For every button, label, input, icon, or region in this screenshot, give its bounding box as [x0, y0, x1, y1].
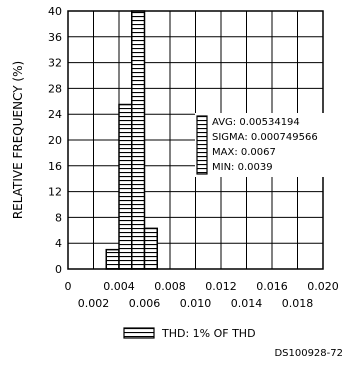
y-tick-label: 32 — [48, 57, 62, 70]
histogram-bar — [105, 248, 120, 270]
y-tick-label: 24 — [48, 108, 62, 121]
stat-avg: AVG: 0.00534194 — [212, 117, 300, 128]
x-tick-label: 0.014 — [231, 297, 263, 310]
histogram-bar — [131, 10, 146, 270]
stat-max: MAX: 0.0067 — [212, 147, 276, 158]
stat-sigma: SIGMA: 0.000749566 — [212, 132, 318, 143]
y-tick-label: 28 — [48, 82, 62, 95]
histogram-bars — [105, 10, 158, 270]
y-tick-label: 0 — [55, 263, 62, 276]
y-tick-label: 20 — [48, 134, 62, 147]
x-tick-label: 0 — [65, 280, 72, 293]
x-tick-label: 0.002 — [78, 297, 110, 310]
x-tick-labels: 0 0.004 0.008 0.012 0.016 0.020 0.002 0.006 0.01… — [65, 280, 339, 310]
legend-label: THD: 1% OF THD — [161, 327, 256, 340]
x-tick-label: 0.004 — [103, 280, 135, 293]
y-tick-label: 36 — [48, 31, 62, 44]
stats-legend-swatch — [196, 115, 208, 175]
y-tick-label: 4 — [55, 237, 62, 250]
y-axis-label: RELATIVE FREQUENCY (%) — [11, 61, 25, 219]
y-tick-label: 8 — [55, 211, 62, 224]
x-tick-label: 0.006 — [129, 297, 161, 310]
figure-code: DS100928-72 — [274, 348, 343, 359]
x-tick-label: 0.010 — [180, 297, 212, 310]
y-tick-label: 16 — [48, 160, 62, 173]
legend-swatch — [123, 327, 155, 339]
legend: THD: 1% OF THD — [123, 327, 256, 340]
x-tick-label: 0.012 — [205, 280, 237, 293]
x-tick-label: 0.016 — [256, 280, 288, 293]
x-tick-label: 0.008 — [154, 280, 186, 293]
histogram-bar — [118, 103, 133, 270]
x-tick-label: 0.018 — [282, 297, 314, 310]
y-tick-labels: 0 4 8 12 16 20 24 28 32 36 40 — [48, 5, 62, 276]
x-tick-label: 0.020 — [307, 280, 339, 293]
stats-annotation: AVG: 0.00534194 SIGMA: 0.000749566 MAX: … — [195, 113, 325, 177]
y-tick-label: 12 — [48, 186, 62, 199]
histogram-bar — [143, 227, 158, 270]
stat-min: MIN: 0.0039 — [212, 162, 273, 173]
y-tick-label: 40 — [48, 5, 62, 18]
